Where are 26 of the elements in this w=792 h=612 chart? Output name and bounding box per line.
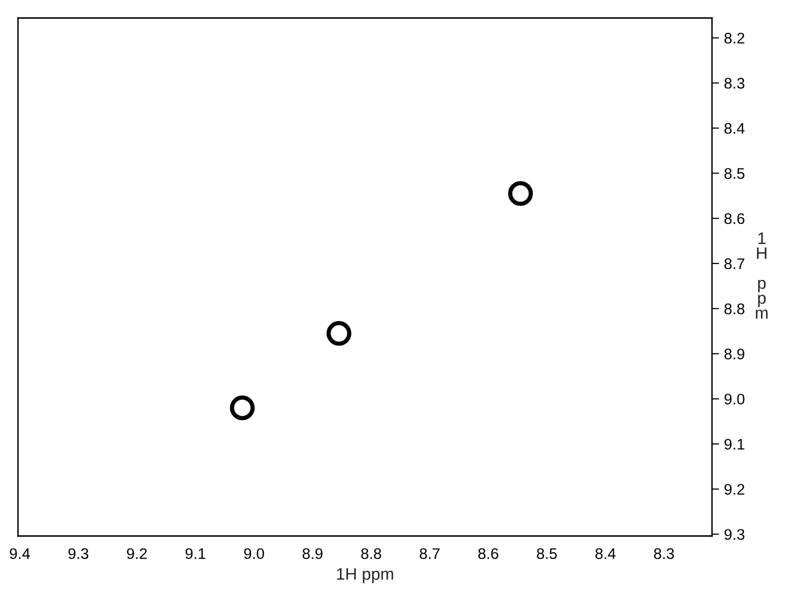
y-tick-label: 8.4 — [724, 122, 745, 134]
y-tick-label: 9.3 — [724, 529, 744, 540]
x-tick-label: 8.8 — [361, 548, 382, 560]
y-tick-label: 8.9 — [724, 348, 744, 360]
x-tick-label: 9.3 — [68, 548, 88, 560]
x-tick-label: 9.1 — [186, 548, 206, 560]
y-tick-label: 9.2 — [724, 484, 744, 495]
x-tick-label: 9.4 — [10, 548, 30, 560]
x-tick-label: 8.9 — [302, 548, 322, 560]
x-tick-label: 8.6 — [478, 548, 498, 560]
x-axis-title: 1H ppm — [337, 568, 394, 584]
x-tick-label: 8.5 — [536, 548, 557, 560]
text: 1H ppm — [756, 232, 768, 319]
x-tick-label: 8.3 — [654, 548, 674, 560]
x-tick-label: 9.0 — [244, 548, 264, 560]
x-tick-label: 9.2 — [126, 548, 147, 560]
x-tick-label: 8.7 — [420, 548, 440, 560]
y-tick-label: 8.2 — [724, 32, 744, 44]
y-tick-label: 8.7 — [724, 258, 744, 270]
y-tick-label: 8.3 — [724, 78, 744, 89]
y-tick-label: 8.5 — [724, 168, 744, 179]
y-tick-label: 8.6 — [724, 213, 744, 224]
x-tick-label: 8.4 — [595, 548, 616, 560]
y-tick-label: 9.1 — [724, 438, 744, 450]
y-tick-label: 9.0 — [724, 394, 744, 405]
y-tick-label: 8.8 — [724, 303, 744, 314]
